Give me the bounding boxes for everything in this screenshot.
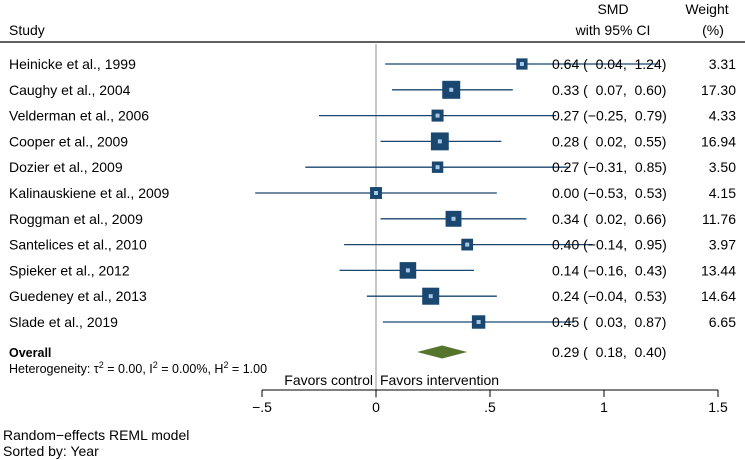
study-name: Kalinauskiene et al., 2009: [9, 185, 170, 201]
study-row: Slade et al., 2019 0.45 ( 0.03, 0.87) 6.65: [9, 314, 736, 330]
x-tick-label: 1.5: [708, 399, 728, 415]
study-weight: 3.31: [709, 56, 736, 72]
study-name: Santelices et al., 2010: [9, 237, 147, 253]
sort-note: Sorted by: Year: [3, 443, 99, 459]
study-row: Caughy et al., 2004 0.33 ( 0.07, 0.60) 17.…: [9, 80, 736, 99]
weight-column-header: Weight: [685, 1, 728, 17]
point-estimate-marker: [519, 62, 524, 66]
study-name: Spieker et al., 2012: [9, 262, 130, 278]
study-weight: 16.94: [701, 133, 736, 149]
study-ci-text: 0.27 (−0.31, 0.85): [552, 159, 667, 175]
study-name: Guedeney et al., 2013: [9, 288, 147, 304]
study-weight: 4.15: [709, 185, 736, 201]
point-estimate-marker: [374, 191, 378, 195]
study-ci-text: 0.64 ( 0.04, 1.24): [552, 56, 666, 72]
study-column-header: Study: [9, 22, 45, 38]
study-name: Velderman et al., 2006: [9, 108, 149, 124]
point-estimate-marker: [405, 268, 410, 273]
point-estimate-marker: [451, 216, 456, 221]
study-name: Roggman et al., 2009: [9, 211, 143, 227]
study-weight: 3.97: [709, 237, 736, 253]
point-estimate-marker: [435, 165, 440, 170]
x-tick-label: 0: [372, 399, 380, 415]
study-ci-text: 0.28 ( 0.02, 0.55): [552, 133, 666, 149]
x-axis-ticks: −.5 0 .5 1 1.5: [252, 390, 728, 415]
favors-intervention-label: Favors intervention: [380, 372, 499, 388]
model-note: Random−effects REML model: [3, 427, 190, 443]
study-row: Heinicke et al., 1999 0.64 ( 0.04, 1.24) 3…: [9, 56, 736, 72]
study-row: Velderman et al., 2006 0.27 (−0.25, 0.79)…: [9, 108, 736, 124]
point-estimate-marker: [437, 139, 442, 144]
study-row: Roggman et al., 2009 0.34 ( 0.02, 0.66) 11…: [9, 211, 736, 227]
study-name: Cooper et al., 2009: [9, 133, 128, 149]
heterogeneity-text: Heterogeneity: τ2 = 0.00, I2 = 0.00%, H2…: [9, 360, 267, 376]
overall-diamond: [417, 345, 468, 359]
smd-column-header: SMD: [597, 1, 628, 17]
study-row: Guedeney et al., 2013 0.24 (−0.04, 0.53) 1…: [9, 287, 736, 305]
study-rows: Heinicke et al., 1999 0.64 ( 0.04, 1.24) 3…: [9, 56, 736, 330]
point-estimate-marker: [435, 113, 440, 118]
study-weight: 6.65: [709, 314, 736, 330]
study-ci-text: 0.33 ( 0.07, 0.60): [552, 82, 666, 98]
study-weight: 4.33: [709, 108, 736, 124]
study-row: Dozier et al., 2009 0.27 (−0.31, 0.85) 3.5…: [9, 159, 736, 175]
study-row: Spieker et al., 2012 0.14 (−0.16, 0.43) 13…: [9, 262, 736, 279]
study-row: Cooper et al., 2009 0.28 ( 0.02, 0.55) 16.…: [9, 132, 736, 151]
point-estimate-marker: [428, 294, 433, 299]
study-row: Santelices et al., 2010 0.40 (−0.14, 0.95…: [9, 237, 736, 253]
study-ci-text: 0.34 ( 0.02, 0.66): [552, 211, 666, 227]
study-weight: 3.50: [709, 159, 736, 175]
study-name: Caughy et al., 2004: [9, 82, 131, 98]
forest-plot: Study SMD with 95% CI Weight (%) Heinick…: [0, 1, 745, 415]
x-tick-label: .5: [484, 399, 496, 415]
x-tick-label: 1: [600, 399, 608, 415]
point-estimate-marker: [465, 242, 470, 247]
study-row: Kalinauskiene et al., 2009 0.00 (−0.53, 0…: [9, 185, 736, 201]
study-name: Dozier et al., 2009: [9, 159, 123, 175]
x-tick-label: −.5: [252, 399, 272, 415]
overall-label: Overall: [9, 346, 51, 360]
study-weight: 13.44: [701, 262, 736, 278]
study-ci-text: 0.24 (−0.04, 0.53): [552, 288, 667, 304]
study-name: Slade et al., 2019: [9, 314, 118, 330]
study-ci-text: 0.45 ( 0.03, 0.87): [552, 314, 666, 330]
study-ci-text: 0.27 (−0.25, 0.79): [552, 108, 667, 124]
favors-control-label: Favors control: [284, 372, 373, 388]
point-estimate-marker: [449, 87, 454, 92]
study-weight: 11.76: [702, 211, 736, 227]
ci-column-header: with 95% CI: [575, 22, 651, 38]
study-name: Heinicke et al., 1999: [9, 56, 136, 72]
study-ci-text: 0.40 (−0.14, 0.95): [552, 237, 667, 253]
point-estimate-marker: [476, 320, 481, 324]
study-weight: 14.64: [701, 288, 736, 304]
study-weight: 17.30: [701, 82, 736, 98]
study-ci-text: 0.14 (−0.16, 0.43): [552, 262, 667, 278]
study-ci-text: 0.00 (−0.53, 0.53): [552, 185, 667, 201]
weight-unit-header: (%): [702, 22, 724, 38]
overall-ci-text: 0.29 ( 0.18, 0.40): [552, 344, 666, 360]
